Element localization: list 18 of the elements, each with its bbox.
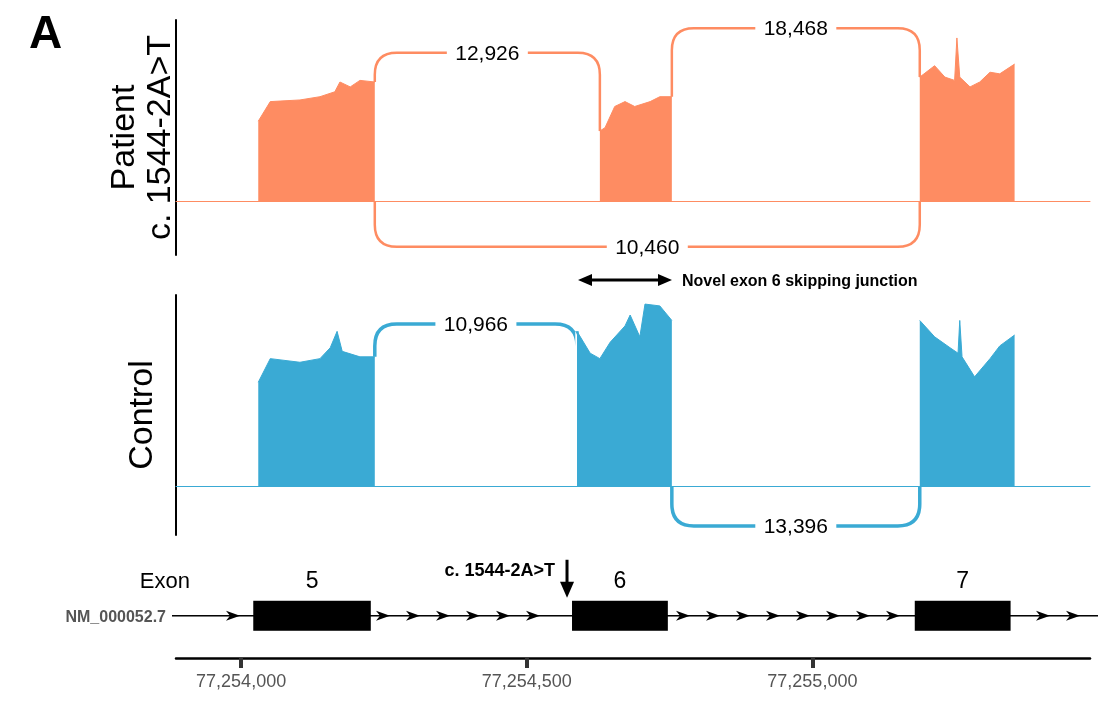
text: 13,396 — [763, 513, 828, 537]
chart-title: A — [29, 6, 63, 58]
annotation: 12,926 — [455, 40, 520, 64]
x-tick-label: 77,255,000 — [767, 671, 858, 691]
text: 5 — [305, 566, 319, 593]
text: NM_000052.7 — [65, 607, 167, 625]
y-axis-title: Control — [121, 360, 159, 470]
x-tick-label: 77,254,000 — [196, 671, 287, 691]
text: 7 — [956, 566, 970, 593]
text: Novel exon 6 skipping junction — [682, 272, 918, 289]
text: 10,460 — [615, 234, 680, 258]
annotation: 10,966 — [443, 312, 509, 336]
text: 6 — [613, 566, 627, 593]
y-axis-title: Patient c. 1544-2A>T — [103, 34, 177, 241]
x-tick-label: 77,254,500 — [481, 671, 572, 691]
text: Exon — [139, 567, 190, 593]
text: c. 1544-2A>T — [444, 559, 556, 580]
annotation: 18,468 — [763, 16, 828, 40]
